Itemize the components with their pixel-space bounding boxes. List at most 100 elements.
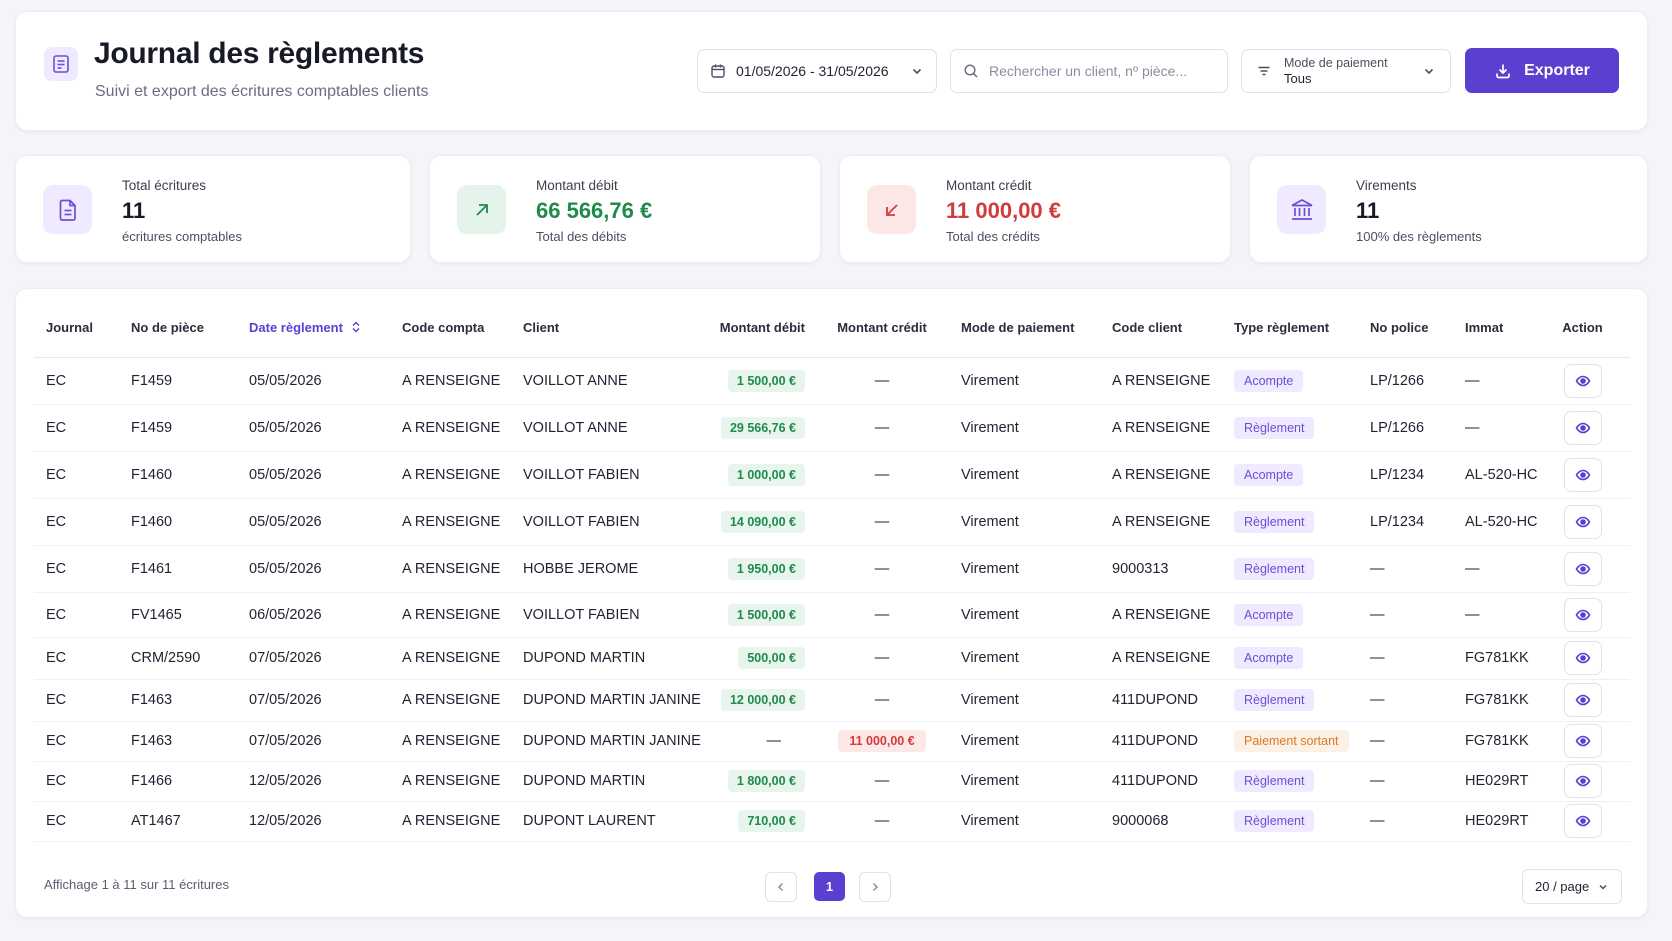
immat-cell: AL-520-HC [1453,498,1538,546]
piece-cell: F1460 [119,451,237,499]
column-header-journal[interactable]: Journal [34,299,119,358]
code-client-cell: A RENSEIGNE [1100,451,1222,499]
date-cell: 05/05/2026 [237,498,390,546]
debit-cell: 14 090,00 € [711,498,815,546]
type-badge: Règlement [1234,557,1315,580]
column-header-date[interactable]: Date règlement [237,299,390,358]
column-header-debit[interactable]: Montant débit [711,299,815,358]
column-header-client[interactable]: Client [511,299,711,358]
type-cell: Règlement [1222,801,1358,842]
journal-cell: EC [34,592,119,638]
view-entry-button[interactable] [1563,804,1602,838]
table-row: EC F1463 07/05/2026 A RENSEIGNE DUPOND MARTI… [34,679,1630,722]
type-cell: Règlement [1222,404,1358,452]
police-cell: LP/1234 [1358,498,1453,546]
code-client-cell: A RENSEIGNE [1100,357,1222,405]
debit-cell: 1 800,00 € [711,761,815,802]
debit-cell: 1 500,00 € [711,357,815,405]
empty-value: — [874,813,890,829]
column-header-action: Action [1535,299,1630,358]
export-button[interactable]: Exporter [1465,48,1619,93]
search-field[interactable] [950,49,1228,93]
police-cell: LP/1266 [1358,404,1453,452]
credit-cell: — [815,637,949,680]
immat-cell: — [1453,404,1535,452]
empty-value: — [766,733,782,749]
payment-mode-select[interactable]: Mode de paiement Tous [1241,49,1451,93]
credit-cell: — [815,404,949,452]
date-cell: 07/05/2026 [237,679,390,722]
view-entry-button[interactable] [1563,457,1602,492]
view-entry-button[interactable] [1563,363,1602,398]
per-page-select[interactable]: 20 / page [1522,869,1622,904]
next-page-button[interactable] [859,872,891,902]
credit-cell: — [815,761,949,802]
compta-cell: A RENSEIGNE [390,761,511,802]
action-cell [1535,761,1630,802]
debit-cell: 710,00 € [711,801,815,842]
immat-cell: — [1453,545,1535,593]
code-client-cell: A RENSEIGNE [1100,592,1222,638]
column-header-immat[interactable]: Immat [1453,299,1535,358]
police-cell: LP/1266 [1358,357,1453,405]
piece-cell: F1459 [119,404,237,452]
column-header-piece[interactable]: No de pièce [119,299,237,358]
payment-mode-label: Mode de paiement [1284,56,1388,70]
column-header-code-client[interactable]: Code client [1100,299,1222,358]
type-badge: Règlement [1234,416,1315,439]
column-header-type[interactable]: Type règlement [1222,299,1358,358]
page-number-button[interactable]: 1 [814,872,845,901]
prev-page-button[interactable] [765,872,797,902]
table-header-row: Journal No de pièce Date règlement Code … [34,299,1630,358]
view-entry-button[interactable] [1563,724,1602,758]
table-row: EC AT1467 12/05/2026 A RENSEIGNE DUPONT LAUR… [34,801,1630,842]
arrow-down-left-icon [867,185,916,234]
date-cell: 07/05/2026 [237,637,390,680]
column-header-compta[interactable]: Code compta [390,299,511,358]
view-entry-button[interactable] [1563,641,1602,675]
credit-amount: 11 000,00 € [838,730,926,752]
date-cell: 05/05/2026 [237,545,390,593]
column-header-mode[interactable]: Mode de paiement [949,299,1100,358]
credit-cell: — [815,592,949,638]
eye-icon [1575,733,1591,749]
debit-amount: 1 800,00 € [727,770,805,792]
stat-subtext: 100% des règlements [1356,229,1482,244]
action-cell [1535,357,1630,405]
view-entry-button[interactable] [1563,504,1602,539]
stat-card-debit: Montant débit 66 566,76 € Total des débi… [429,155,821,263]
view-entry-button[interactable] [1563,410,1602,445]
search-input[interactable] [989,63,1209,79]
stat-value: 11 [1356,198,1380,223]
type-cell: Règlement [1222,679,1358,722]
filter-icon [1256,63,1272,79]
view-entry-button[interactable] [1563,597,1602,632]
police-cell: — [1358,761,1453,802]
download-icon [1494,62,1512,80]
stat-card-total: Total écritures 11 écritures comptables [15,155,411,263]
stat-card-virements: Virements 11 100% des règlements [1249,155,1648,263]
compta-cell: A RENSEIGNE [390,721,511,762]
column-header-credit[interactable]: Montant crédit [815,299,949,358]
client-cell: VOILLOT FABIEN [511,451,711,499]
column-header-police[interactable]: No police [1358,299,1453,358]
document-icon [43,185,92,234]
stat-subtext: Total des débits [536,229,627,244]
view-entry-button[interactable] [1563,551,1602,586]
journal-cell: EC [34,498,119,546]
view-entry-button[interactable] [1563,683,1602,717]
column-header-date-label: Date règlement [249,319,343,335]
code-client-cell: 411DUPOND [1100,721,1222,762]
empty-value: — [874,372,890,389]
client-cell: VOILLOT FABIEN [511,592,711,638]
chevron-left-icon [775,881,787,893]
page-subtitle: Suivi et export des écritures comptables… [95,83,429,100]
client-cell: DUPONT LAURENT [511,801,711,842]
chevron-down-icon [910,64,924,78]
debit-cell: — [711,721,815,762]
piece-cell: F1459 [119,357,237,405]
date-range-picker[interactable]: 01/05/2026 - 31/05/2026 [697,49,937,93]
debit-amount: 500,00 € [738,647,805,669]
view-entry-button[interactable] [1563,764,1602,798]
table-row: EC F1459 05/05/2026 A RENSEIGNE VOILLOT ANNE… [34,357,1630,405]
